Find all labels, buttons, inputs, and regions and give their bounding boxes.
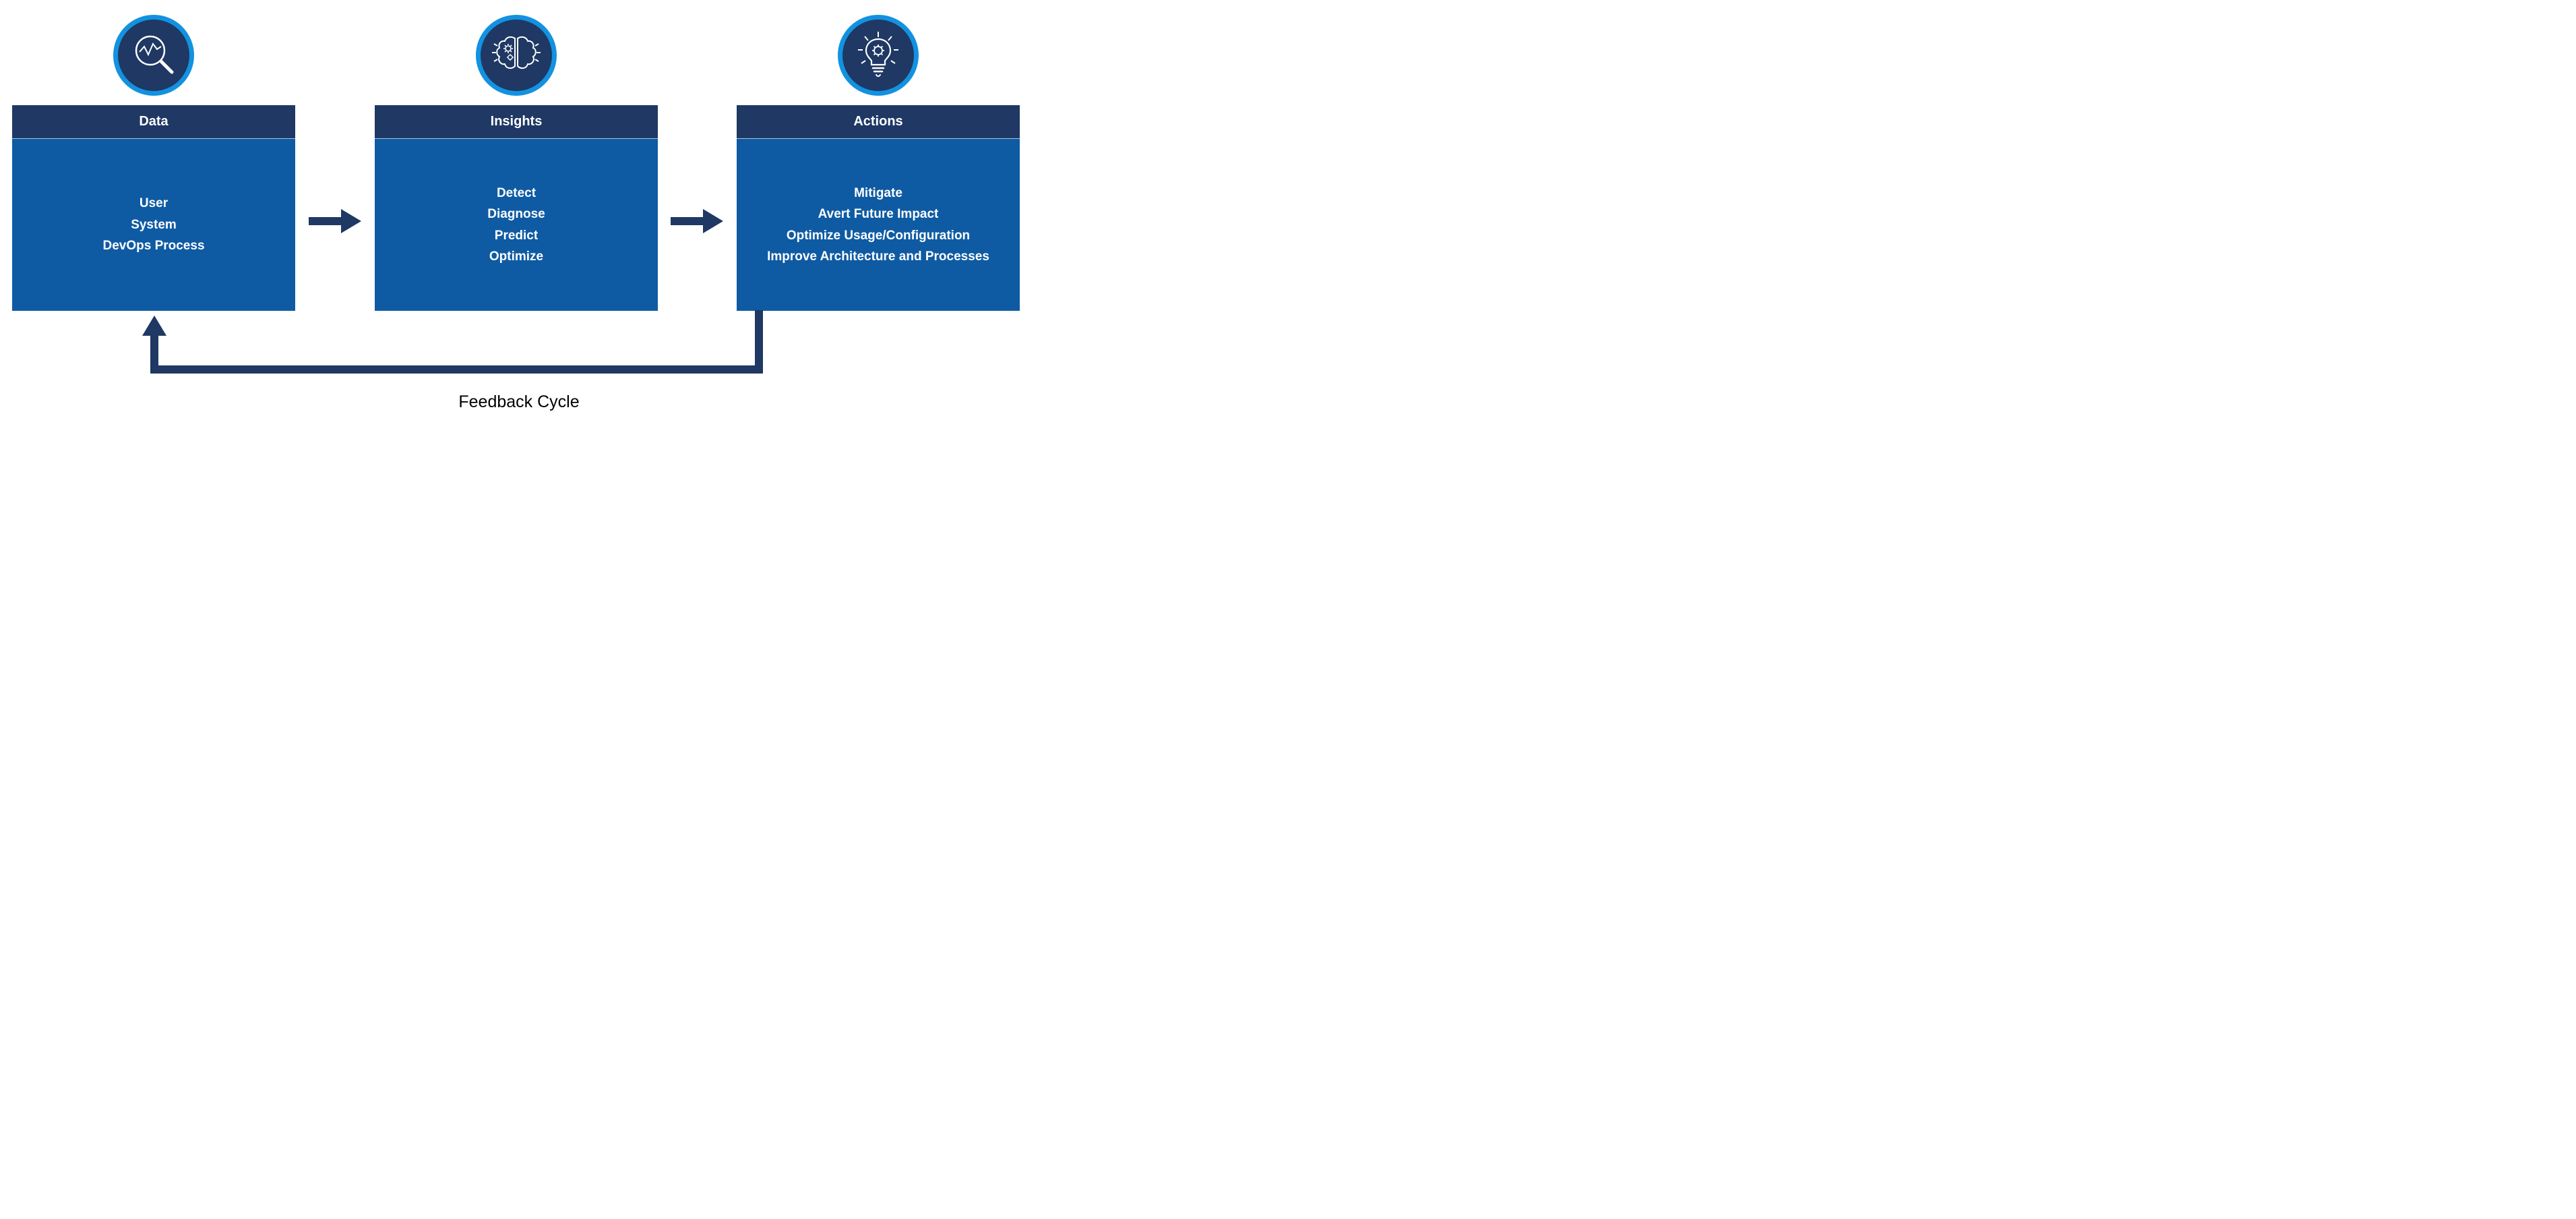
feedback-arrow — [0, 0, 1031, 488]
feedback-cycle-label: Feedback Cycle — [377, 392, 661, 412]
